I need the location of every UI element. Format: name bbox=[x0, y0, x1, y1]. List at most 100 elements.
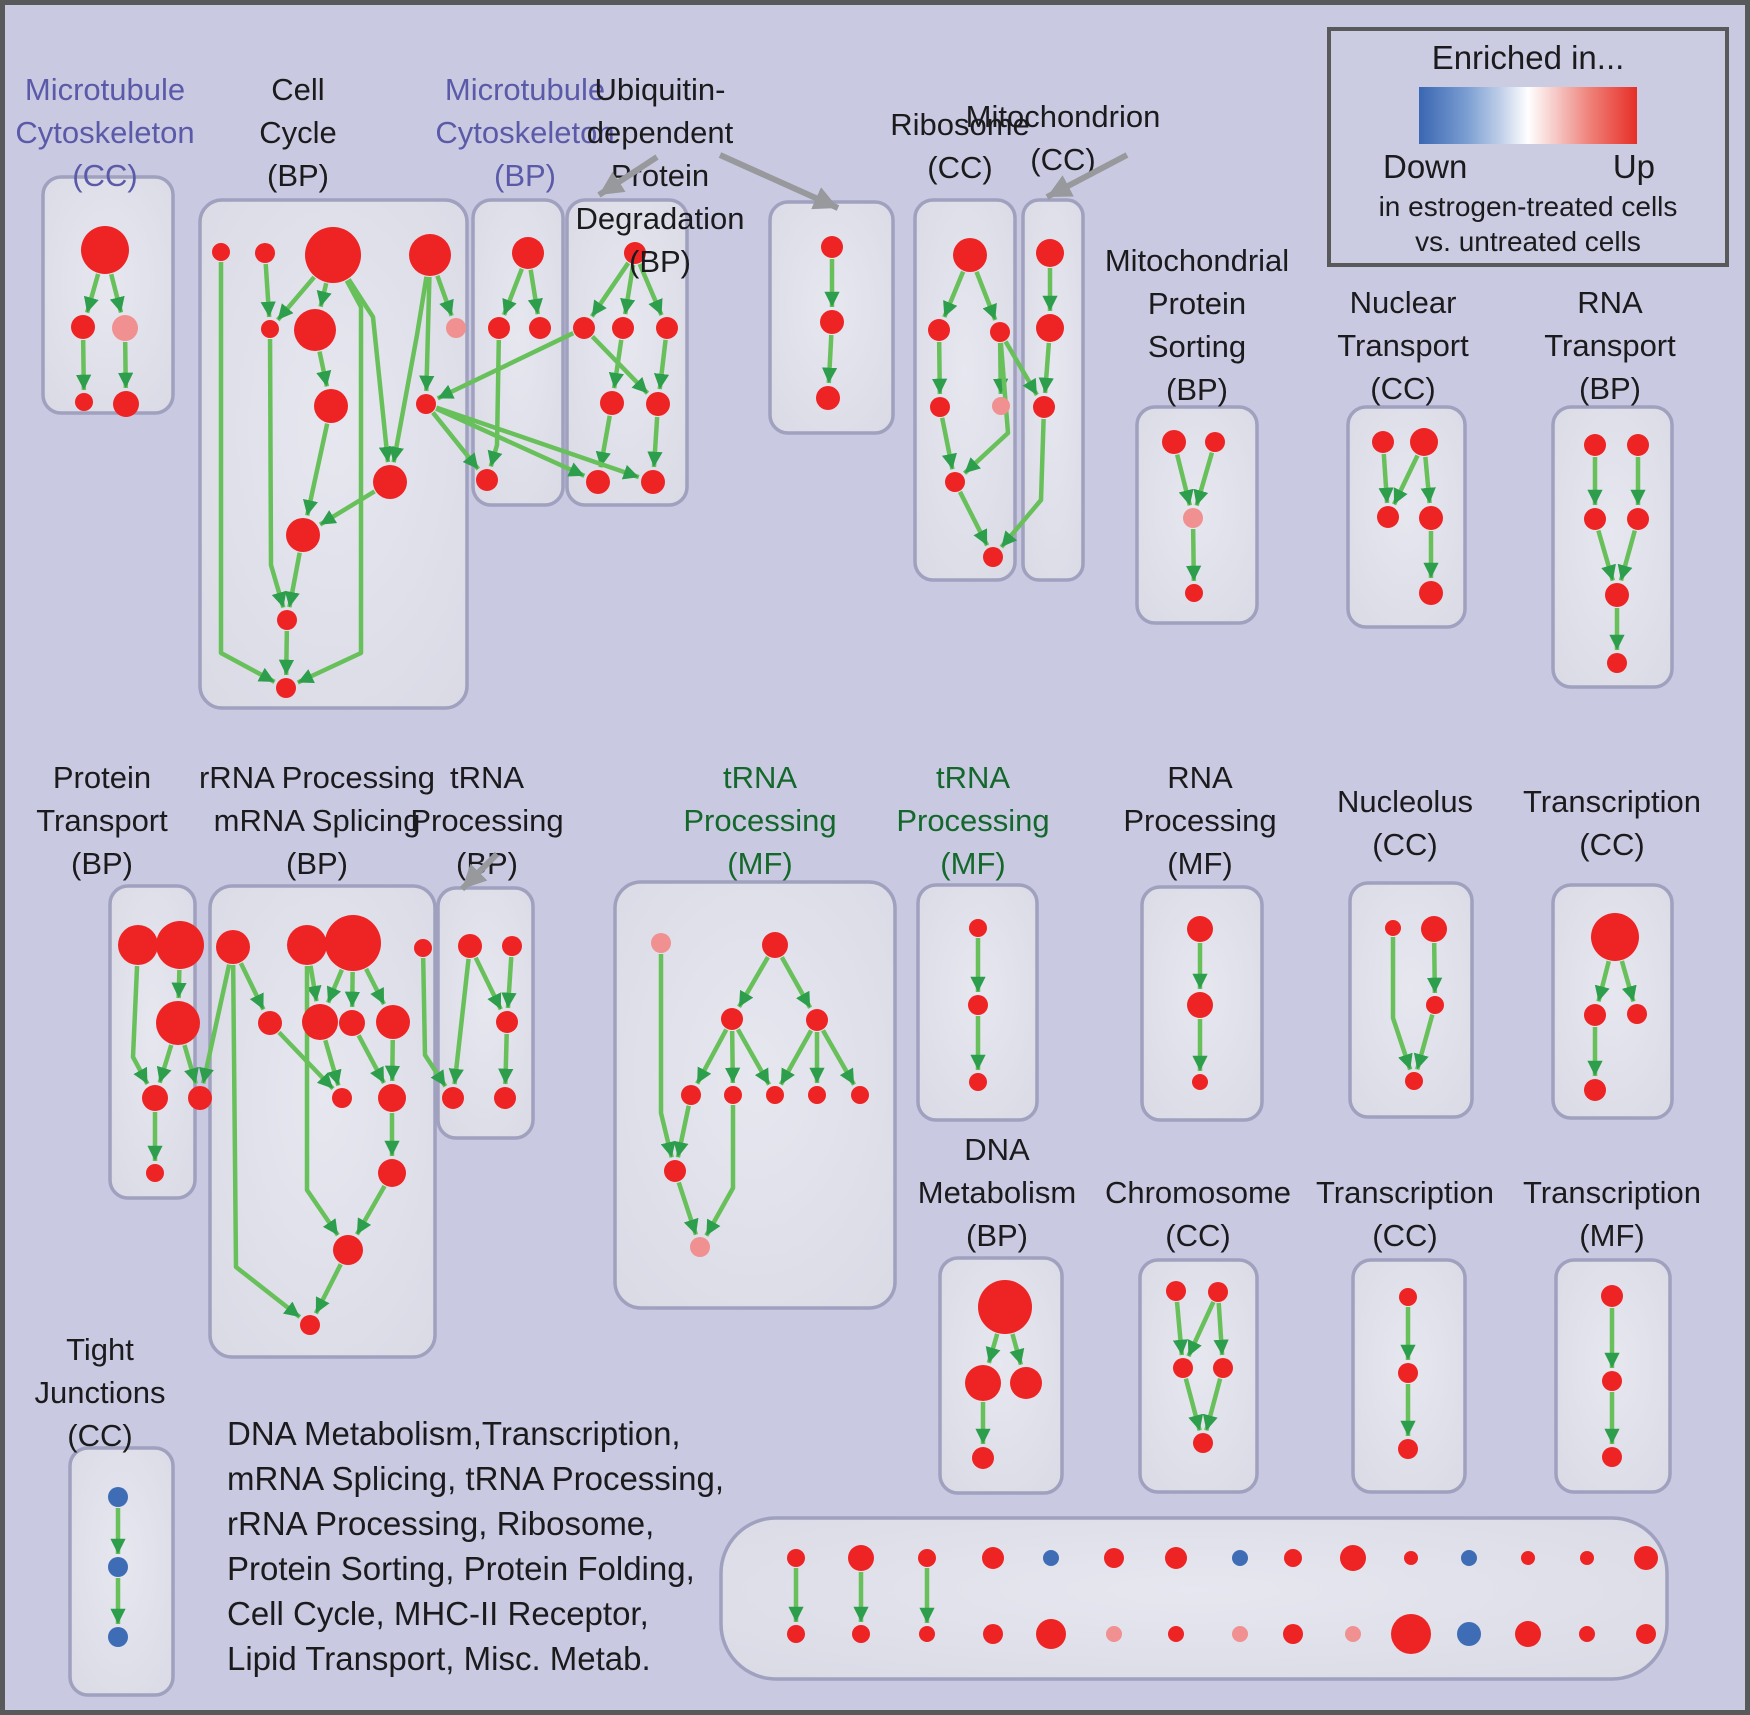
go-term-node-red bbox=[1584, 1079, 1606, 1101]
edge-cell-cycle-bp bbox=[276, 275, 316, 322]
edge-ubiquitin-degradation-bp-2 bbox=[821, 334, 838, 384]
go-term-node-blue bbox=[108, 1557, 128, 1577]
go-term-node-red bbox=[1377, 506, 1399, 528]
go-term-node-red bbox=[287, 925, 327, 965]
edge-rrna-processing-mrna-splicing-bp bbox=[323, 1039, 342, 1087]
go-term-node-red bbox=[641, 470, 665, 494]
cross-edge bbox=[435, 406, 586, 478]
edge-trna-processing-bp bbox=[501, 956, 517, 1009]
go-term-node-red bbox=[983, 547, 1003, 567]
edge-ubiquitin-degradation-bp-1 bbox=[590, 335, 650, 395]
legend-up-label: Up bbox=[1612, 148, 1655, 185]
go-term-node-red bbox=[1104, 1548, 1124, 1568]
go-term-node-red bbox=[965, 1365, 1001, 1401]
edge-ribosome-cc bbox=[974, 270, 998, 321]
go-term-node-red bbox=[1208, 1282, 1228, 1302]
go-term-node-red bbox=[787, 1625, 805, 1643]
edge-trna-processing-mf-large bbox=[737, 955, 770, 1009]
edge-rrna-processing-mrna-splicing-bp bbox=[306, 965, 322, 1002]
go-term-node-red bbox=[1036, 1619, 1066, 1649]
edge-trna-processing-mf-large bbox=[778, 1029, 814, 1086]
go-term-node-red bbox=[1372, 431, 1394, 453]
go-term-node-red bbox=[496, 1011, 518, 1033]
go-term-node-red bbox=[373, 465, 407, 499]
edge-ribosome-cc bbox=[939, 417, 957, 470]
edge-cell-cycle-bp bbox=[284, 552, 302, 608]
go-term-node-blue bbox=[1232, 1550, 1248, 1566]
edge-trna-processing-bp bbox=[498, 1033, 514, 1085]
cluster-label-ribosome-cc: Ribosome (CC) bbox=[890, 107, 1030, 185]
edge-rrna-processing-mrna-splicing-bp bbox=[230, 964, 302, 1319]
cluster-box-dna-metabolism-bp bbox=[938, 1256, 1064, 1495]
cluster-label-dna-metabolism-bp: DNA Metabolism (BP) bbox=[918, 1132, 1077, 1253]
label-pointer-arrow bbox=[597, 154, 659, 198]
edge-nuclear-transport-cc bbox=[1378, 453, 1394, 504]
cluster-label-microtubule-cytoskeleton-bp: Microtubule Cytoskeleton (BP) bbox=[435, 72, 614, 193]
go-term-node-red bbox=[494, 1087, 516, 1109]
go-term-node-red bbox=[851, 1086, 869, 1104]
go-term-node-red bbox=[156, 1001, 200, 1045]
go-term-node-red bbox=[75, 393, 93, 411]
go-term-node-red bbox=[612, 317, 634, 339]
cluster-box-chromosome-cc bbox=[1138, 1258, 1259, 1494]
cluster-box-microtubule-cytoskeleton-cc bbox=[41, 175, 175, 415]
go-term-node-red bbox=[255, 243, 275, 263]
go-term-node-red bbox=[1213, 1358, 1233, 1378]
edge-protein-transport-bp bbox=[130, 965, 150, 1085]
go-term-node-red bbox=[378, 1159, 406, 1187]
go-term-node-red bbox=[816, 386, 840, 410]
go-term-node-red bbox=[983, 1624, 1003, 1644]
go-term-node-red bbox=[156, 921, 204, 969]
go-term-node-red bbox=[529, 317, 551, 339]
go-term-node-red bbox=[978, 1280, 1032, 1334]
go-term-node-pink bbox=[1106, 1626, 1122, 1642]
go-term-node-red bbox=[188, 1086, 212, 1110]
go-term-node-red bbox=[646, 392, 670, 416]
edge-trna-processing-bp bbox=[473, 956, 503, 1011]
go-term-node-red bbox=[414, 939, 432, 957]
go-term-node-red bbox=[1166, 1281, 1186, 1301]
edge-microtubule-cytoskeleton-bp bbox=[527, 269, 543, 315]
edge-microtubule-cytoskeleton-cc bbox=[117, 341, 134, 389]
cross-edge bbox=[1003, 340, 1039, 397]
cluster-label-nucleolus-cc: Nucleolus (CC) bbox=[1337, 784, 1473, 862]
go-term-node-red bbox=[212, 243, 230, 261]
cluster-box-ribosome-cc bbox=[913, 198, 1017, 582]
go-term-node-red bbox=[378, 1084, 406, 1112]
edge-nuclear-transport-cc bbox=[1392, 454, 1420, 506]
edge-rrna-processing-mrna-splicing-bp bbox=[354, 1184, 387, 1236]
edge-protein-transport-bp bbox=[156, 1044, 174, 1084]
legend-down-label: Down bbox=[1383, 148, 1468, 185]
edge-cell-cycle-bp bbox=[318, 489, 376, 527]
go-term-node-red bbox=[1036, 314, 1064, 342]
edge-transcription-cc-upper bbox=[1619, 960, 1637, 1003]
edge-trna-processing-mf-large bbox=[673, 1105, 691, 1158]
edge-trna-processing-bp bbox=[448, 958, 471, 1085]
go-term-node-pink bbox=[651, 933, 671, 953]
edge-cell-cycle-bp bbox=[388, 276, 429, 463]
cluster-label-trna-processing-mf-small: tRNA Processing (MF) bbox=[896, 760, 1049, 881]
go-term-node-red bbox=[1584, 434, 1606, 456]
edge-nuclear-transport-cc bbox=[1420, 456, 1436, 504]
go-term-node-red bbox=[928, 319, 950, 341]
go-term-node-red bbox=[1426, 996, 1444, 1014]
edge-nucleolus-cc bbox=[1390, 937, 1413, 1071]
go-term-node-red bbox=[409, 234, 451, 276]
edge-rrna-processing-mrna-splicing-bp bbox=[384, 1039, 401, 1082]
legend-gradient-bar bbox=[1419, 87, 1637, 144]
go-term-node-red bbox=[969, 1073, 987, 1091]
go-term-node-red bbox=[1627, 1004, 1647, 1024]
go-term-node-red bbox=[1404, 1551, 1418, 1565]
edge-trna-processing-mf-large bbox=[704, 1105, 736, 1237]
go-term-node-red bbox=[1340, 1545, 1366, 1571]
go-term-node-red bbox=[146, 1164, 164, 1182]
go-term-node-red bbox=[1634, 1546, 1658, 1570]
edge-chromosome-cc bbox=[1186, 1301, 1216, 1358]
go-term-node-red bbox=[1193, 1433, 1213, 1453]
edge-microtubule-cytoskeleton-cc bbox=[83, 273, 101, 314]
cross-edge bbox=[436, 331, 575, 401]
go-term-node-red bbox=[1591, 913, 1639, 961]
go-term-node-blue bbox=[108, 1487, 128, 1507]
go-term-node-red bbox=[118, 925, 158, 965]
edge-trna-processing-mf-large bbox=[779, 956, 813, 1009]
